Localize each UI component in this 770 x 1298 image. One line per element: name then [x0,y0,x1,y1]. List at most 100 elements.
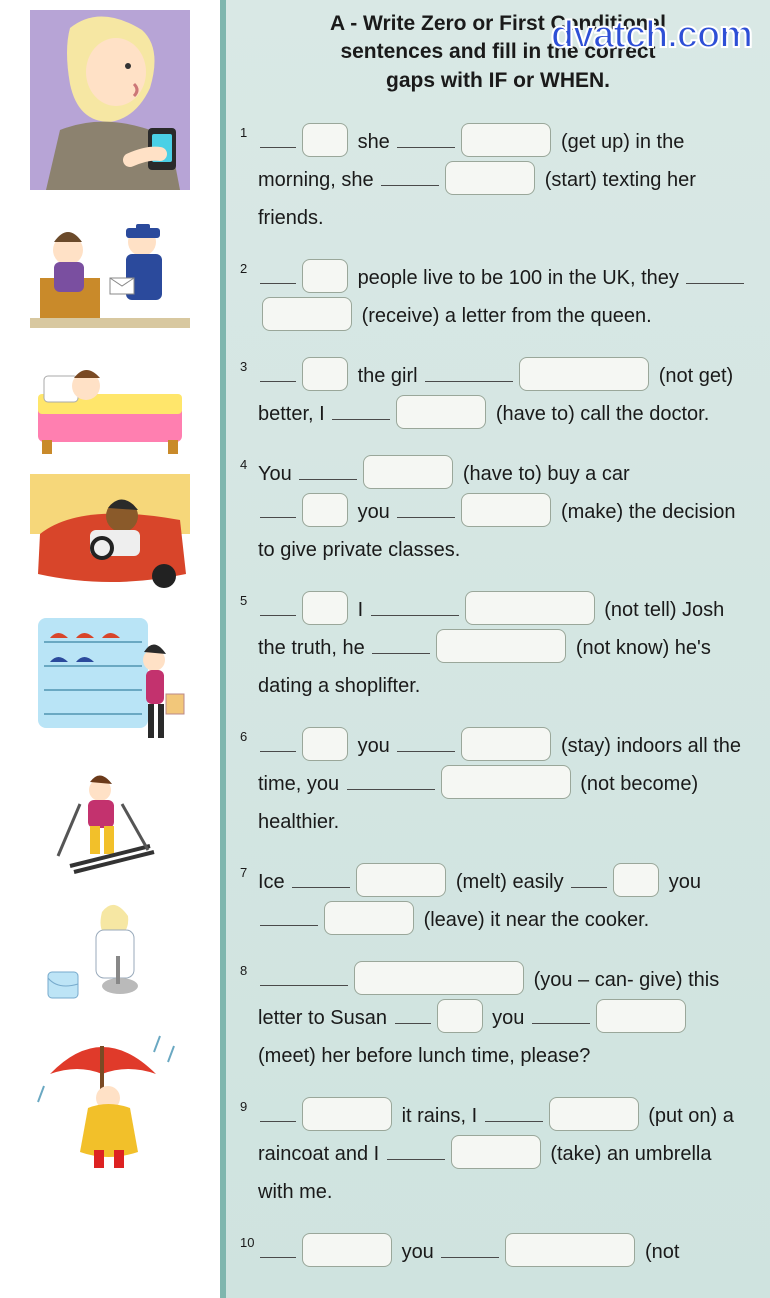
q5-blank-1[interactable] [302,591,348,625]
q5-text-a: I [358,599,369,621]
q7-line-2 [571,868,607,888]
q1-line-1 [260,128,296,148]
q6-blank-1[interactable] [302,727,348,761]
question-4: 4 You (have to) buy a car you (make) the… [244,455,752,569]
q1-blank-3[interactable] [445,161,535,195]
q8-text-c: (meet) her before lunch time, please? [258,1045,590,1067]
q2-blank-2[interactable] [262,297,352,331]
q6-line-2 [397,732,455,752]
q9-blank-2[interactable] [549,1097,639,1131]
q1-blank-1[interactable] [302,123,348,157]
q9-number: 9 [240,1095,247,1120]
q10-line-1 [260,1238,296,1258]
q8-line-1 [260,966,348,986]
q7-text-a: Ice [258,871,285,893]
illus-driving-car [30,474,190,594]
q9-blank-3[interactable] [451,1135,541,1169]
q7-text-c: you [669,871,701,893]
q8-line-3 [532,1004,590,1024]
illustration-sidebar [0,0,220,1298]
illus-postman-letter [30,208,190,328]
q7-number: 7 [240,861,247,886]
q5-blank-2[interactable] [465,591,595,625]
q6-number: 6 [240,725,247,750]
q8-number: 8 [240,959,247,984]
q1-number: 1 [240,121,247,146]
question-1: 1 she (get up) in the morning, she (star… [244,123,752,237]
q7-blank-2[interactable] [613,863,659,897]
q10-line-2 [441,1238,499,1258]
q7-text-d: (leave) it near the cooker. [424,909,650,931]
illus-sick-in-bed [30,346,190,456]
q6-blank-2[interactable] [461,727,551,761]
q4-line-1 [299,460,357,480]
illus-shoe-shopping [30,612,190,752]
watermark: dvatch.com [551,14,752,57]
q10-text-b: (not [645,1241,679,1263]
q4-line-2 [260,498,296,518]
q4-text-c: you [358,501,390,523]
q3-blank-1[interactable] [302,357,348,391]
q2-line-2 [686,264,744,284]
illus-woman-phone [30,10,190,190]
q3-blank-2[interactable] [519,357,649,391]
q7-text-b: (melt) easily [456,871,569,893]
q5-blank-3[interactable] [436,629,566,663]
question-6: 6 you (stay) indoors all the time, you (… [244,727,752,841]
q10-number: 10 [240,1231,254,1256]
q6-blank-3[interactable] [441,765,571,799]
q1-text-a: she [358,131,396,153]
q3-number: 3 [240,355,247,380]
q9-line-3 [387,1140,445,1160]
q2-number: 2 [240,257,247,282]
questions-list: 1 she (get up) in the morning, she (star… [244,123,752,1271]
q8-line-2 [395,1004,431,1024]
q3-text-a: the girl [358,365,424,387]
q4-line-3 [397,498,455,518]
q10-blank-1[interactable] [302,1233,392,1267]
q5-line-3 [372,634,430,654]
q6-line-1 [260,732,296,752]
question-2: 2 people live to be 100 in the UK, they … [244,259,752,335]
q5-line-1 [260,596,296,616]
q1-blank-2[interactable] [461,123,551,157]
q1-line-2 [397,128,455,148]
q1-line-3 [381,166,439,186]
q9-line-1 [260,1102,296,1122]
title-line-3: gaps with IF or WHEN. [386,69,610,92]
q9-line-2 [485,1102,543,1122]
question-8: 8 (you – can- give) this letter to Susan… [244,961,752,1075]
q9-blank-1[interactable] [302,1097,392,1131]
q3-blank-3[interactable] [396,395,486,429]
question-9: 9 it rains, I (put on) a raincoat and I … [244,1097,752,1211]
q8-blank-1[interactable] [354,961,524,995]
q10-text-a: you [402,1241,440,1263]
q10-blank-2[interactable] [505,1233,635,1267]
worksheet-panel: dvatch.com A - Write Zero or First Condi… [220,0,770,1298]
illus-umbrella-rain [30,1026,190,1176]
q4-blank-1[interactable] [363,455,453,489]
q3-text-c: (have to) call the doctor. [496,403,709,425]
question-5: 5 I (not tell) Josh the truth, he (not k… [244,591,752,705]
illus-skier [30,770,190,880]
q3-line-1 [260,362,296,382]
q2-blank-1[interactable] [302,259,348,293]
q9-text-a: it rains, I [402,1105,483,1127]
q4-blank-2[interactable] [302,493,348,527]
q8-blank-2[interactable] [437,999,483,1033]
q6-line-3 [347,770,435,790]
q7-line-3 [260,906,318,926]
q5-number: 5 [240,589,247,614]
q4-text-a: You [258,463,292,485]
q4-text-b: (have to) buy a car [463,463,630,485]
q8-blank-3[interactable] [596,999,686,1033]
q8-text-b: you [492,1007,530,1029]
illus-scientist-ice [30,898,190,1008]
q7-blank-1[interactable] [356,863,446,897]
question-10: 10 you (not [244,1233,752,1271]
q2-line-1 [260,264,296,284]
q7-blank-3[interactable] [324,901,414,935]
q2-text-a: people live to be 100 in the UK, they [358,267,679,289]
q5-line-2 [371,596,459,616]
q4-blank-3[interactable] [461,493,551,527]
